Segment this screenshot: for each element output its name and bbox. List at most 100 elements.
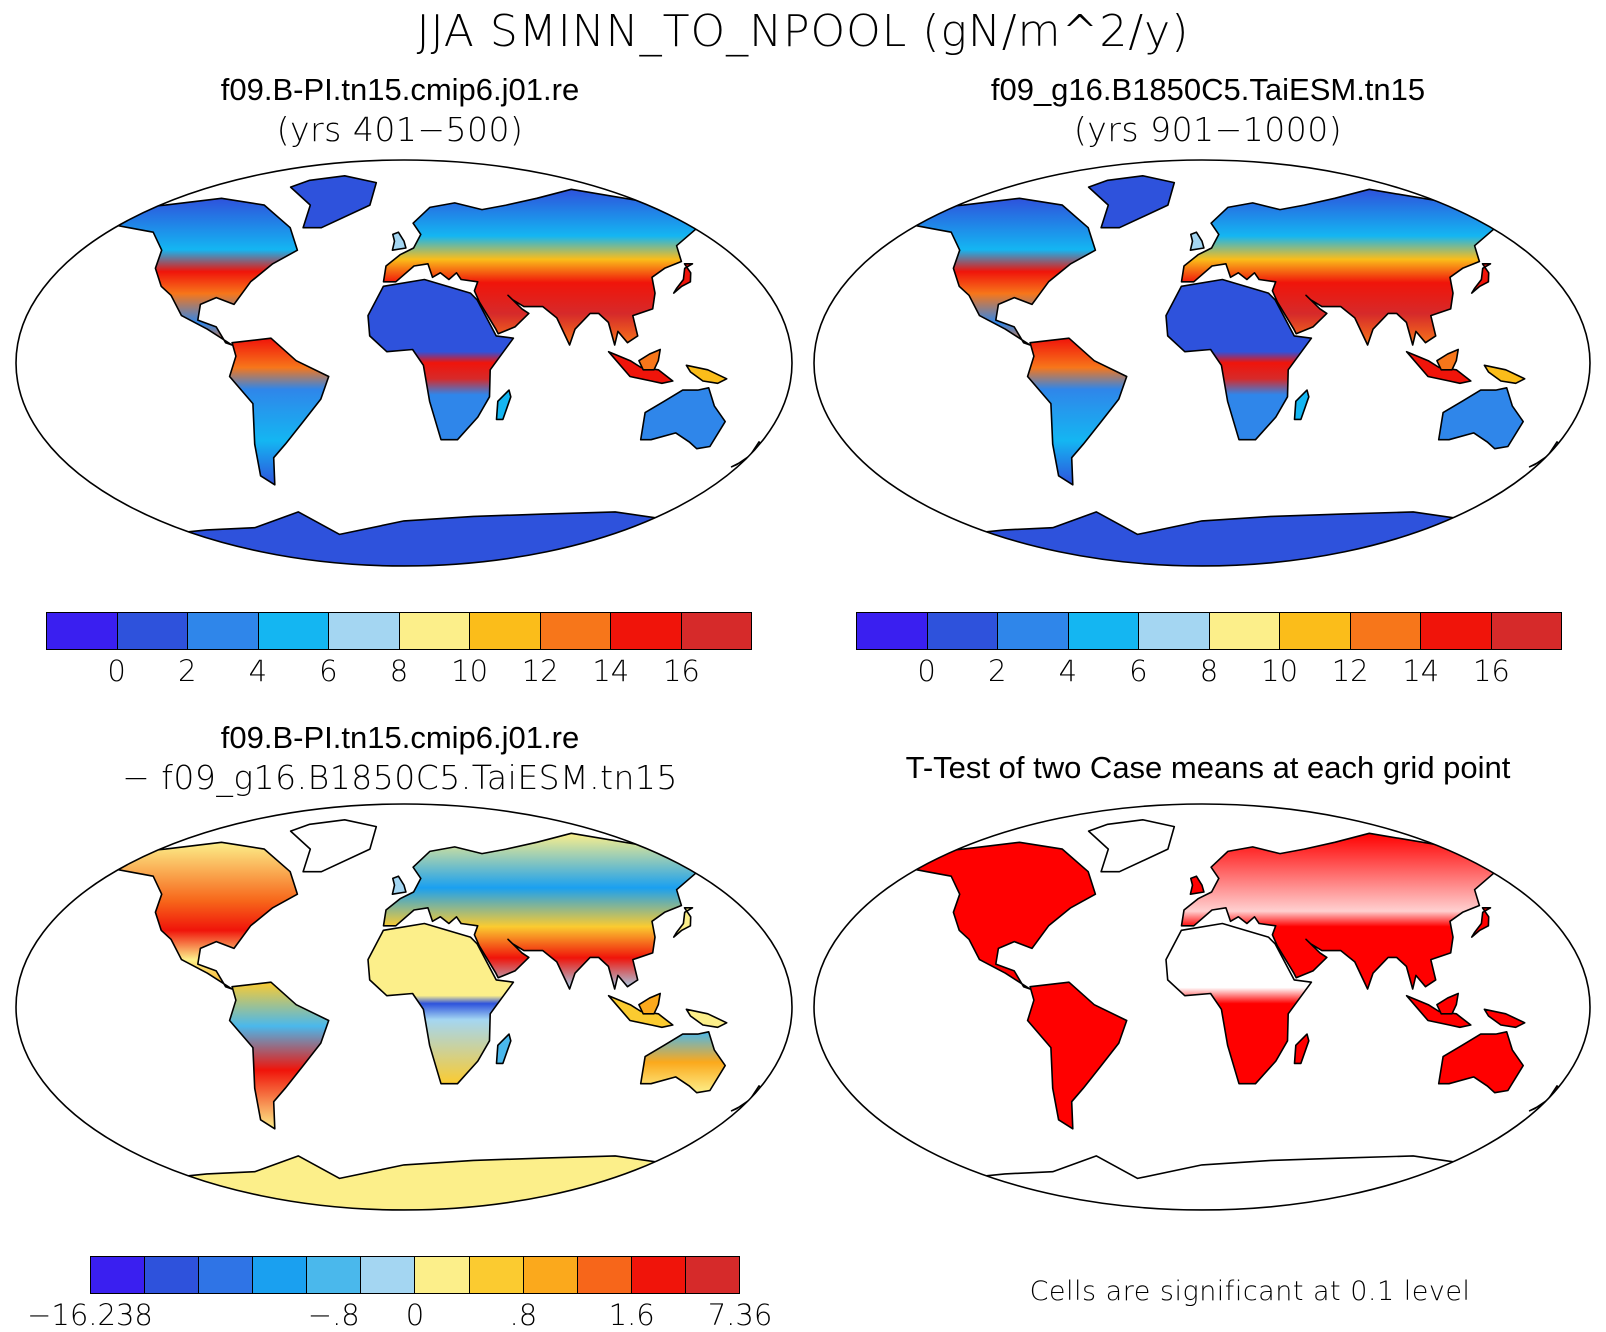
landmass-japan (1470, 263, 1492, 294)
colorbar-tick-label: 1.6 (608, 1298, 655, 1332)
colorbar-tick-label: 14 (592, 654, 630, 688)
colorbar-swatch (540, 613, 611, 649)
colorbar-swatch (258, 613, 329, 649)
landmass-uk (1189, 231, 1205, 251)
colorbar-swatch (145, 1257, 200, 1293)
landmass-greenland (1087, 175, 1176, 229)
colorbar-tick-label: 0 (405, 1298, 425, 1332)
colorbar-tick-label: 12 (521, 654, 559, 688)
landmass-antarctica (101, 1155, 707, 1210)
colorbar-swatch (998, 613, 1069, 649)
landmass-eurasia (382, 188, 731, 346)
landmass-africa (367, 922, 515, 1085)
landmass-madagascar (1293, 389, 1310, 421)
landmass-borneo (1436, 992, 1459, 1015)
colorbar-tick-label: 14 (1402, 654, 1440, 688)
landmass-japan (672, 263, 694, 294)
landmass-borneo (1436, 348, 1459, 371)
colorbar-swatch (415, 1257, 470, 1293)
significance-note: Cells are significant at 0.1 level (1029, 1276, 1471, 1307)
colorbar-tick-label: −16.238 (27, 1298, 153, 1332)
panel1-years: (yrs 401−500) (276, 110, 524, 149)
landmass-australia (1437, 1031, 1524, 1094)
colorbar-swatch (47, 613, 118, 649)
colorbar-swatch (1280, 613, 1351, 649)
landmass-newGuinea (1483, 364, 1526, 385)
landmass-northAmerica (902, 841, 1097, 990)
panel2-years: (yrs 901−1000) (1073, 110, 1343, 149)
landmass-madagascar (1293, 1033, 1310, 1065)
colorbar-panel-2 (856, 612, 1562, 650)
figure-title: JJA SMINN_TO_NPOOL (gN/m^2/y) (416, 6, 1190, 57)
colorbar-swatch (927, 613, 998, 649)
colorbar-swatch (361, 1257, 416, 1293)
colorbar-tick-label: 2 (177, 654, 197, 688)
colorbar-swatch (1209, 613, 1280, 649)
landmass-australia (639, 1031, 726, 1094)
landmass-madagascar (495, 1033, 512, 1065)
colorbar-swatch (1491, 613, 1561, 649)
colorbar-swatch (1139, 613, 1210, 649)
colorbar-tick-label: 4 (248, 654, 268, 688)
landmass-newZealand (730, 441, 767, 468)
colorbar-tick-label: .8 (509, 1298, 538, 1332)
panel1-case-name: f09.B-PI.tn15.cmip6.j01.re (220, 72, 580, 107)
colorbar-tick-label: 16 (1472, 654, 1510, 688)
landmass-borneo (638, 348, 661, 371)
colorbar-tick-label: 10 (1261, 654, 1299, 688)
colorbar-panel-3 (90, 1256, 740, 1294)
landmass-japan (672, 907, 694, 938)
landmass-indonesia (1405, 350, 1472, 385)
landmass-northAmerica (902, 197, 1097, 346)
map-projection-border (813, 803, 1591, 1211)
colorbar-swatch (307, 1257, 362, 1293)
landmass-australia (639, 387, 726, 450)
landmass-newGuinea (685, 1008, 728, 1029)
landmass-northAmerica (104, 841, 299, 990)
colorbar-swatch (611, 613, 682, 649)
landmass-africa (1165, 278, 1313, 441)
colorbar-swatch (631, 1257, 686, 1293)
landmass-africa (367, 278, 515, 441)
landmass-madagascar (495, 389, 512, 421)
colorbar-tick-label: 4 (1058, 654, 1078, 688)
landmass-southAmerica (228, 337, 330, 486)
landmass-southAmerica (228, 981, 330, 1130)
landmass-indonesia (1405, 994, 1472, 1029)
landmass-eurasia (382, 832, 731, 990)
panel4-title: T-Test of two Case means at each grid po… (905, 750, 1511, 785)
landmass-japan (1470, 907, 1492, 938)
colorbar-swatch (470, 613, 541, 649)
landmass-indonesia (607, 994, 674, 1029)
colorbar-swatch (1421, 613, 1492, 649)
landmass-eurasia (1180, 832, 1529, 990)
colorbar-swatch (329, 613, 400, 649)
colorbar-tick-label: 2 (987, 654, 1007, 688)
landmass-antarctica (899, 1155, 1505, 1210)
colorbar-tick-label: 10 (451, 654, 489, 688)
colorbar-swatch (469, 1257, 524, 1293)
panel3-case-name: f09.B-PI.tn15.cmip6.j01.re (220, 720, 580, 755)
panel3-minus-case: − f09_g16.B1850C5.TaiESM.tn15 (122, 758, 678, 797)
colorbar-swatch (681, 613, 751, 649)
panel2-case-name: f09_g16.B1850C5.TaiESM.tn15 (990, 72, 1426, 107)
landmass-africa (1165, 922, 1313, 1085)
colorbar-tick-label: 6 (1129, 654, 1148, 688)
colorbar-panel-1 (46, 612, 752, 650)
map-panel-1 (15, 159, 793, 567)
landmass-antarctica (101, 511, 707, 566)
colorbar-swatch (577, 1257, 632, 1293)
landmass-borneo (638, 992, 661, 1015)
landmass-southAmerica (1026, 981, 1128, 1130)
landmass-newZealand (1528, 441, 1565, 468)
colorbar-swatch (188, 613, 259, 649)
landmass-northAmerica (104, 197, 299, 346)
landmass-greenland (1087, 819, 1176, 873)
map-projection-border (15, 159, 793, 567)
colorbar-swatch (253, 1257, 308, 1293)
landmass-uk (391, 875, 407, 895)
map-panel-3 (15, 803, 793, 1211)
map-projection-border (15, 803, 793, 1211)
landmass-antarctica (899, 511, 1505, 566)
colorbar-tick-label: 16 (662, 654, 700, 688)
